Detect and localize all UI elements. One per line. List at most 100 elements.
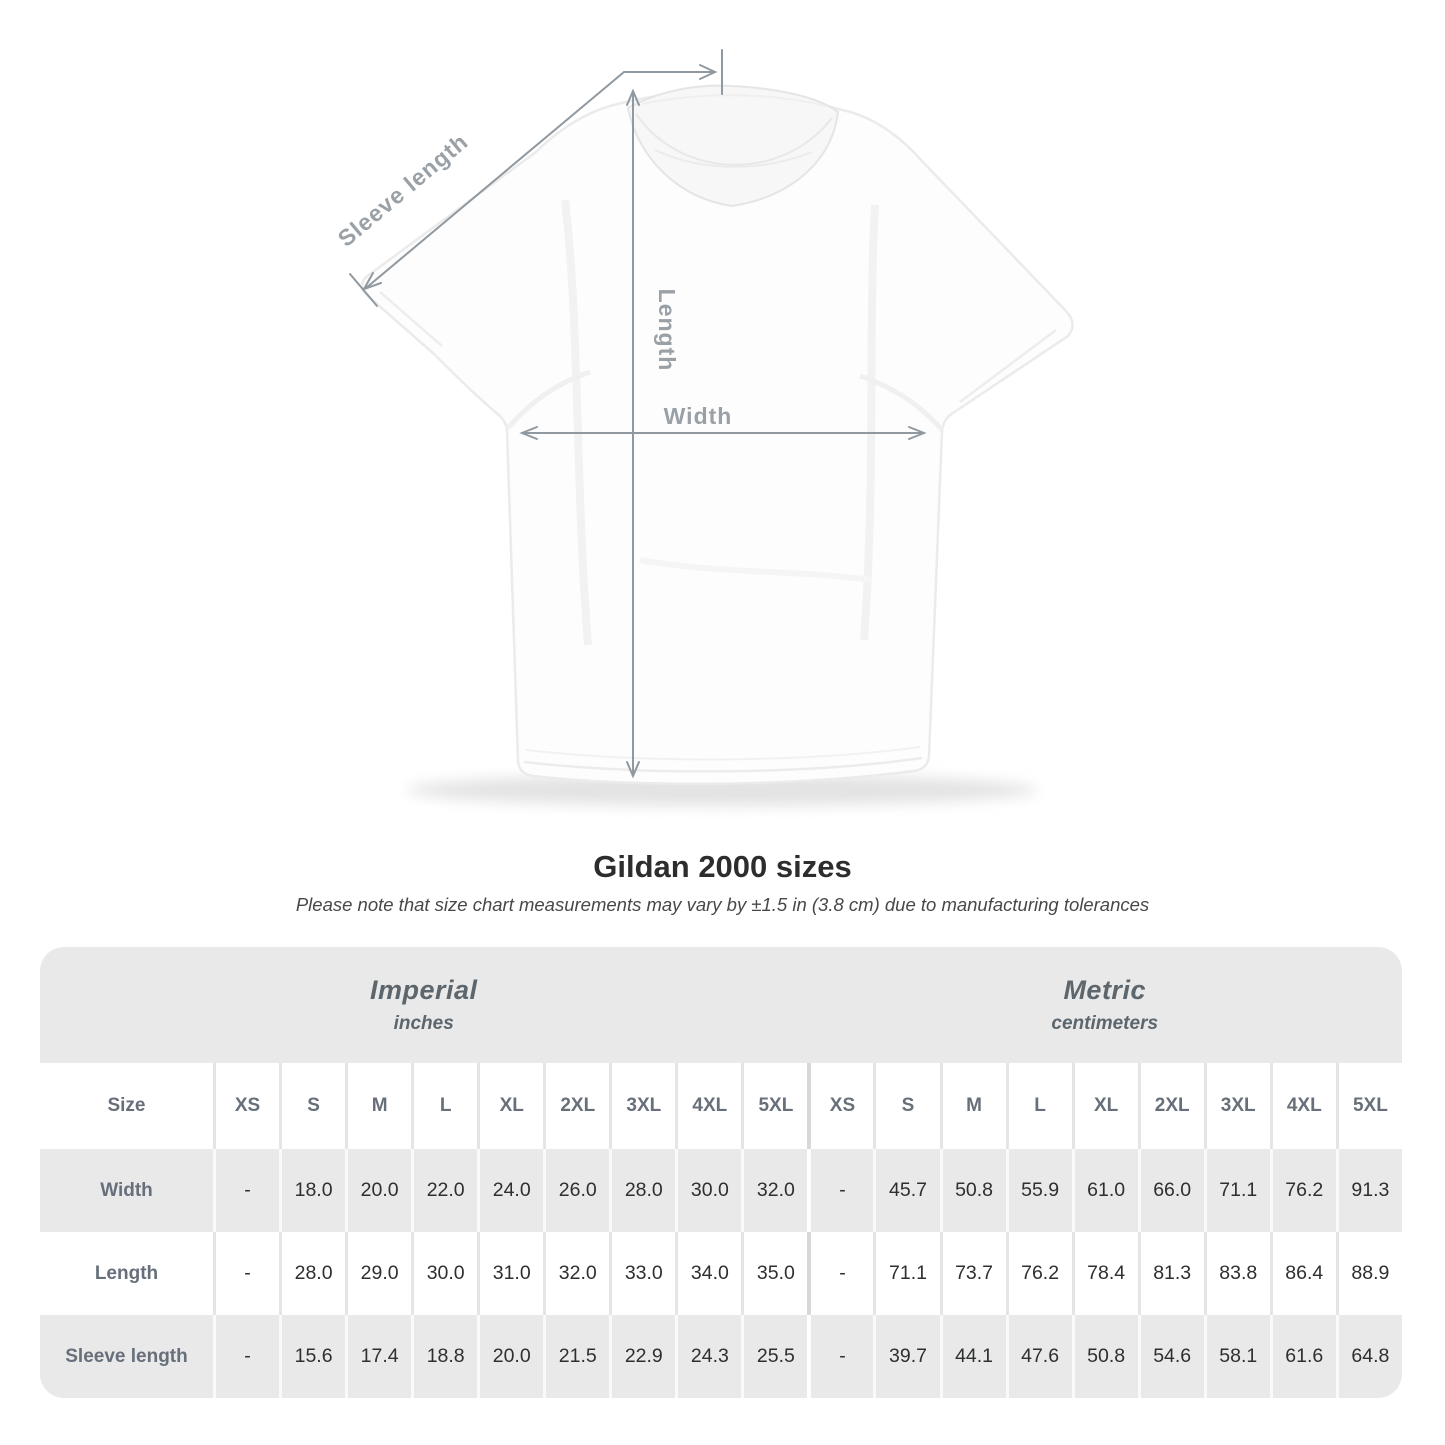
- size-table: Imperial inches Metric centimeters Size …: [40, 947, 1402, 1398]
- size-value-cell: 71.1: [873, 1232, 939, 1315]
- size-value-cell: 71.1: [1203, 1149, 1270, 1232]
- metric-group-unit: centimeters: [1051, 1013, 1159, 1034]
- unit-group-row: Imperial inches Metric centimeters: [40, 947, 1402, 1063]
- size-value-cell: 88.9: [1335, 1232, 1402, 1315]
- size-value-cell: 47.6: [1005, 1315, 1072, 1398]
- size-col-header: 4XL: [1269, 1063, 1336, 1149]
- row-label: Width: [100, 1179, 153, 1201]
- imperial-group-label: Imperial: [369, 975, 478, 1005]
- size-value-cell: 20.0: [477, 1315, 543, 1398]
- size-value-cell: 32.0: [543, 1232, 609, 1315]
- size-value-cell: 81.3: [1137, 1232, 1204, 1315]
- size-value-cell: 64.8: [1335, 1315, 1402, 1398]
- size-value-cell: 58.1: [1203, 1315, 1270, 1398]
- row-label: Length: [94, 1262, 159, 1284]
- size-value-cell: 21.5: [543, 1315, 609, 1398]
- table-row-length: Length - 28.0 29.0 30.0 31.0 32.0 33.0 3…: [40, 1232, 1402, 1315]
- imperial-group-header: Imperial inches: [40, 947, 808, 1063]
- size-value-cell: 78.4: [1071, 1232, 1138, 1315]
- size-value-cell: -: [213, 1315, 279, 1398]
- size-value-cell: 32.0: [741, 1149, 807, 1232]
- imperial-group-unit: inches: [393, 1013, 454, 1034]
- size-value-cell: 17.4: [345, 1315, 411, 1398]
- size-col-header: 5XL: [1335, 1063, 1402, 1149]
- size-value-cell: 33.0: [609, 1232, 675, 1315]
- table-row-width: Width - 18.0 20.0 22.0 24.0 26.0 28.0 30…: [40, 1149, 1402, 1232]
- table-row-sleeve-length: Sleeve length - 15.6 17.4 18.8 20.0 21.5…: [40, 1315, 1402, 1398]
- metric-group-header: Metric centimeters: [807, 947, 1402, 1063]
- size-header-row: Size XS S M L XL 2XL 3XL 4XL 5XL XS S M …: [40, 1063, 1402, 1149]
- tshirt-shadow: [407, 774, 1037, 806]
- sleeve-length-line: [349, 49, 723, 307]
- size-value-cell: 76.2: [1005, 1232, 1072, 1315]
- size-col-header: 4XL: [675, 1063, 741, 1149]
- size-value-cell: 24.3: [675, 1315, 741, 1398]
- size-value-cell: 35.0: [741, 1232, 807, 1315]
- page-title: Gildan 2000 sizes: [593, 849, 852, 884]
- size-value-cell: -: [213, 1232, 279, 1315]
- size-value-cell: 73.7: [939, 1232, 1006, 1315]
- size-value-cell: 61.6: [1269, 1315, 1336, 1398]
- size-value-cell: 31.0: [477, 1232, 543, 1315]
- size-value-cell: -: [213, 1149, 279, 1232]
- size-value-cell: 61.0: [1071, 1149, 1138, 1232]
- size-col-header: L: [1005, 1063, 1072, 1149]
- size-value-cell: 30.0: [675, 1149, 741, 1232]
- tolerance-note: Please note that size chart measurements…: [295, 894, 1150, 915]
- size-value-cell: 45.7: [873, 1149, 939, 1232]
- size-value-cell: 18.8: [411, 1315, 477, 1398]
- size-value-cell: 24.0: [477, 1149, 543, 1232]
- size-value-cell: 28.0: [279, 1232, 345, 1315]
- tshirt-measurement-diagram: Sleeve length Length Width: [333, 49, 1074, 806]
- size-value-cell: 25.5: [741, 1315, 807, 1398]
- size-value-cell: 83.8: [1203, 1232, 1270, 1315]
- length-label: Length: [654, 289, 680, 372]
- size-value-cell: 26.0: [543, 1149, 609, 1232]
- size-col-header: XS: [213, 1063, 279, 1149]
- size-value-cell: 76.2: [1269, 1149, 1336, 1232]
- size-value-cell: 54.6: [1137, 1315, 1204, 1398]
- size-value-cell: 50.8: [939, 1149, 1006, 1232]
- size-table-container: Imperial inches Metric centimeters Size …: [40, 947, 1402, 1398]
- size-col-header: L: [411, 1063, 477, 1149]
- size-corner-header: Size: [107, 1095, 146, 1116]
- size-col-header: XL: [477, 1063, 543, 1149]
- size-value-cell: -: [807, 1149, 873, 1232]
- tshirt-image: [360, 84, 1074, 786]
- size-col-header: 5XL: [741, 1063, 807, 1149]
- size-value-cell: 44.1: [939, 1315, 1006, 1398]
- size-col-header: 2XL: [1137, 1063, 1204, 1149]
- size-value-cell: 28.0: [609, 1149, 675, 1232]
- size-col-header: 3XL: [609, 1063, 675, 1149]
- size-value-cell: 29.0: [345, 1232, 411, 1315]
- size-value-cell: -: [807, 1315, 873, 1398]
- row-label: Sleeve length: [65, 1345, 188, 1367]
- size-value-cell: 22.9: [609, 1315, 675, 1398]
- size-col-header: M: [345, 1063, 411, 1149]
- width-label: Width: [664, 403, 733, 429]
- size-col-header: 2XL: [543, 1063, 609, 1149]
- size-col-header: XL: [1071, 1063, 1138, 1149]
- size-value-cell: 39.7: [873, 1315, 939, 1398]
- size-value-cell: 30.0: [411, 1232, 477, 1315]
- size-value-cell: -: [807, 1232, 873, 1315]
- size-value-cell: 15.6: [279, 1315, 345, 1398]
- size-value-cell: 66.0: [1137, 1149, 1204, 1232]
- measurement-annotations: [349, 49, 927, 779]
- size-value-cell: 91.3: [1335, 1149, 1402, 1232]
- size-value-cell: 55.9: [1005, 1149, 1072, 1232]
- size-value-cell: 86.4: [1269, 1232, 1336, 1315]
- collar: [626, 84, 840, 208]
- metric-group-label: Metric: [1063, 975, 1146, 1005]
- width-line: [519, 426, 927, 440]
- size-col-header: S: [873, 1063, 939, 1149]
- size-col-header: 3XL: [1203, 1063, 1270, 1149]
- size-value-cell: 50.8: [1071, 1315, 1138, 1398]
- size-value-cell: 20.0: [345, 1149, 411, 1232]
- size-value-cell: 34.0: [675, 1232, 741, 1315]
- size-col-header: M: [939, 1063, 1006, 1149]
- size-value-cell: 18.0: [279, 1149, 345, 1232]
- size-col-header: S: [279, 1063, 345, 1149]
- size-col-header: XS: [807, 1063, 873, 1149]
